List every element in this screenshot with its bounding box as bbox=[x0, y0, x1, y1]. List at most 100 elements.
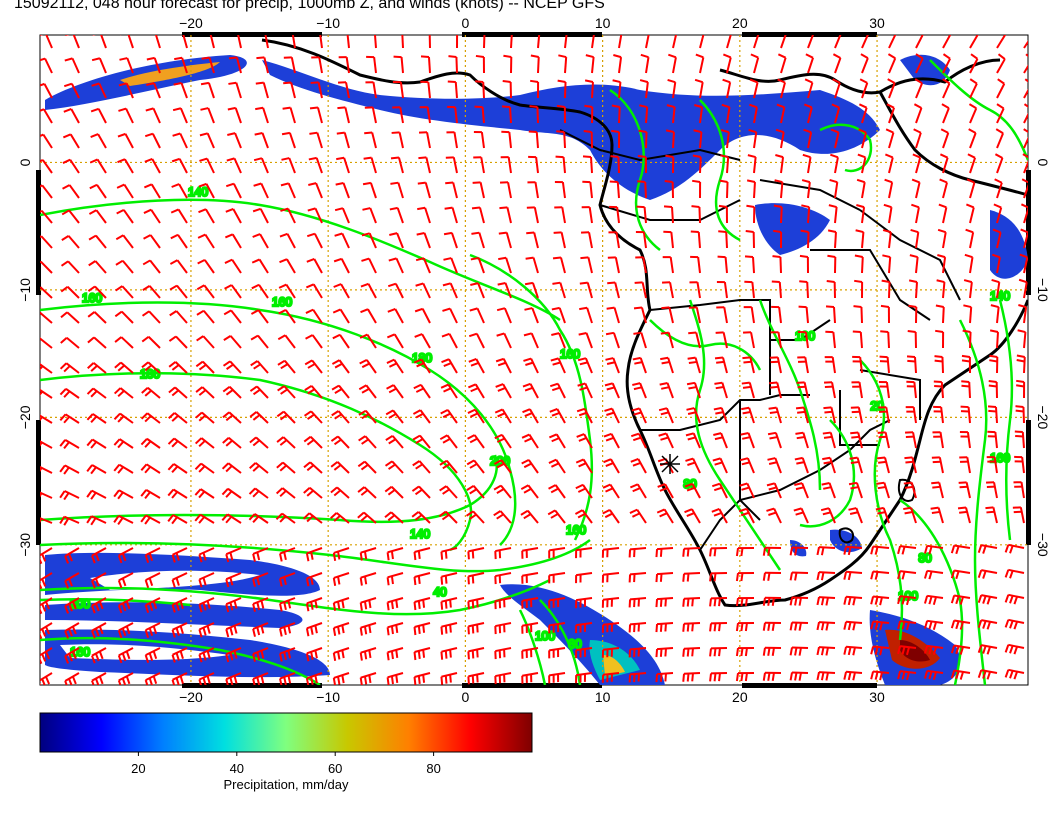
figure-title: 15092112, 048 hour forecast for precip, … bbox=[14, 0, 605, 12]
wind-barb bbox=[510, 35, 513, 49]
wind-barb bbox=[821, 481, 836, 499]
wind-barb bbox=[440, 547, 458, 560]
wind-barb bbox=[143, 183, 161, 199]
wind-barb bbox=[447, 80, 458, 99]
wind-barb bbox=[743, 331, 755, 349]
wind-barb bbox=[195, 360, 215, 374]
wind-barb bbox=[40, 260, 53, 274]
wind-barb bbox=[251, 258, 269, 274]
wind-barb bbox=[993, 203, 1003, 224]
wind-barb bbox=[762, 671, 782, 681]
wind-barb bbox=[660, 331, 674, 349]
wind-barb bbox=[440, 672, 458, 685]
wind-barb bbox=[40, 572, 53, 590]
wind-barb bbox=[144, 647, 161, 664]
wind-barb bbox=[548, 597, 566, 609]
wind-barb bbox=[116, 183, 134, 199]
wind-barb bbox=[62, 133, 80, 149]
wind-barb bbox=[283, 81, 296, 99]
wind-barb bbox=[628, 672, 647, 683]
wind-barb bbox=[662, 281, 674, 299]
wind-barb bbox=[773, 229, 783, 249]
wind-barb bbox=[988, 380, 998, 399]
wind-barb bbox=[197, 233, 215, 249]
wind-barb bbox=[113, 387, 134, 399]
wind-barb bbox=[575, 547, 593, 559]
wind-barb bbox=[603, 432, 620, 449]
wind-barb bbox=[770, 331, 782, 349]
wind-barb bbox=[475, 80, 485, 99]
wind-barb bbox=[169, 310, 188, 324]
wind-barb bbox=[823, 406, 836, 424]
wind-barb bbox=[306, 258, 323, 274]
wind-barb bbox=[1012, 506, 1025, 524]
wind-barb bbox=[816, 671, 836, 681]
wind-barb bbox=[194, 488, 215, 499]
wind-barb bbox=[59, 490, 80, 501]
wind-barb bbox=[689, 281, 701, 299]
wind-barb bbox=[992, 253, 1001, 274]
wind-barb bbox=[639, 104, 649, 124]
wind-barb bbox=[633, 306, 647, 324]
wind-barb bbox=[635, 231, 647, 249]
wind-barb bbox=[309, 106, 323, 124]
wind-barb bbox=[876, 481, 890, 499]
wind-barb bbox=[113, 514, 134, 525]
wind-barb bbox=[310, 81, 323, 99]
wind-barb bbox=[960, 405, 971, 424]
wind-barb bbox=[483, 35, 486, 49]
wind-barb bbox=[182, 35, 188, 49]
wind-barb bbox=[629, 508, 647, 524]
wind-barb bbox=[601, 672, 620, 683]
wind-barb bbox=[1021, 178, 1028, 199]
wind-barb bbox=[682, 572, 701, 582]
wind-barb bbox=[911, 178, 921, 199]
wind-barb bbox=[991, 278, 1001, 299]
wind-barb bbox=[359, 647, 377, 661]
wind-barb bbox=[417, 181, 431, 199]
wind-barb bbox=[196, 284, 215, 299]
wind-barb bbox=[789, 571, 809, 581]
contour-label: 180 bbox=[140, 367, 160, 381]
wind-barb bbox=[359, 572, 377, 586]
wind-barb bbox=[275, 512, 296, 524]
wind-barb bbox=[389, 206, 404, 224]
wind-barb bbox=[117, 572, 134, 589]
wind-barb bbox=[221, 513, 242, 524]
wind-barb bbox=[201, 56, 215, 74]
wind-barb bbox=[521, 547, 539, 559]
wind-barb bbox=[958, 481, 971, 499]
wind-barb bbox=[89, 183, 107, 199]
wind-barb bbox=[850, 406, 863, 424]
wind-barb bbox=[897, 570, 917, 580]
wind-barb bbox=[171, 183, 188, 199]
wind-barb bbox=[855, 229, 865, 249]
contour-line bbox=[40, 538, 591, 573]
wind-barb bbox=[977, 544, 998, 554]
wind-barb bbox=[655, 547, 674, 558]
wind-barb bbox=[548, 433, 566, 449]
wind-barb bbox=[335, 181, 350, 199]
wind-barb bbox=[116, 209, 134, 224]
wind-barb bbox=[89, 158, 107, 174]
wind-barb bbox=[225, 208, 242, 224]
wind-barb bbox=[575, 458, 593, 474]
wind-barb bbox=[557, 79, 567, 99]
contour-label: 140 bbox=[410, 527, 430, 541]
wind-barb bbox=[279, 232, 296, 249]
wind-barb bbox=[305, 597, 323, 612]
wind-barb bbox=[169, 259, 188, 274]
wind-barb bbox=[843, 620, 863, 631]
wind-barb bbox=[529, 105, 539, 124]
wind-barb bbox=[40, 209, 53, 224]
wind-barb bbox=[252, 672, 269, 685]
wind-barb bbox=[968, 128, 977, 149]
wind-barb bbox=[994, 178, 1003, 199]
wind-barb bbox=[1004, 543, 1025, 554]
wind-barb bbox=[330, 486, 350, 499]
wind-barb bbox=[661, 306, 674, 324]
wind-barb bbox=[884, 178, 894, 199]
wind-barb bbox=[870, 545, 890, 555]
wind-barb bbox=[59, 438, 80, 450]
wind-barb bbox=[521, 622, 539, 634]
